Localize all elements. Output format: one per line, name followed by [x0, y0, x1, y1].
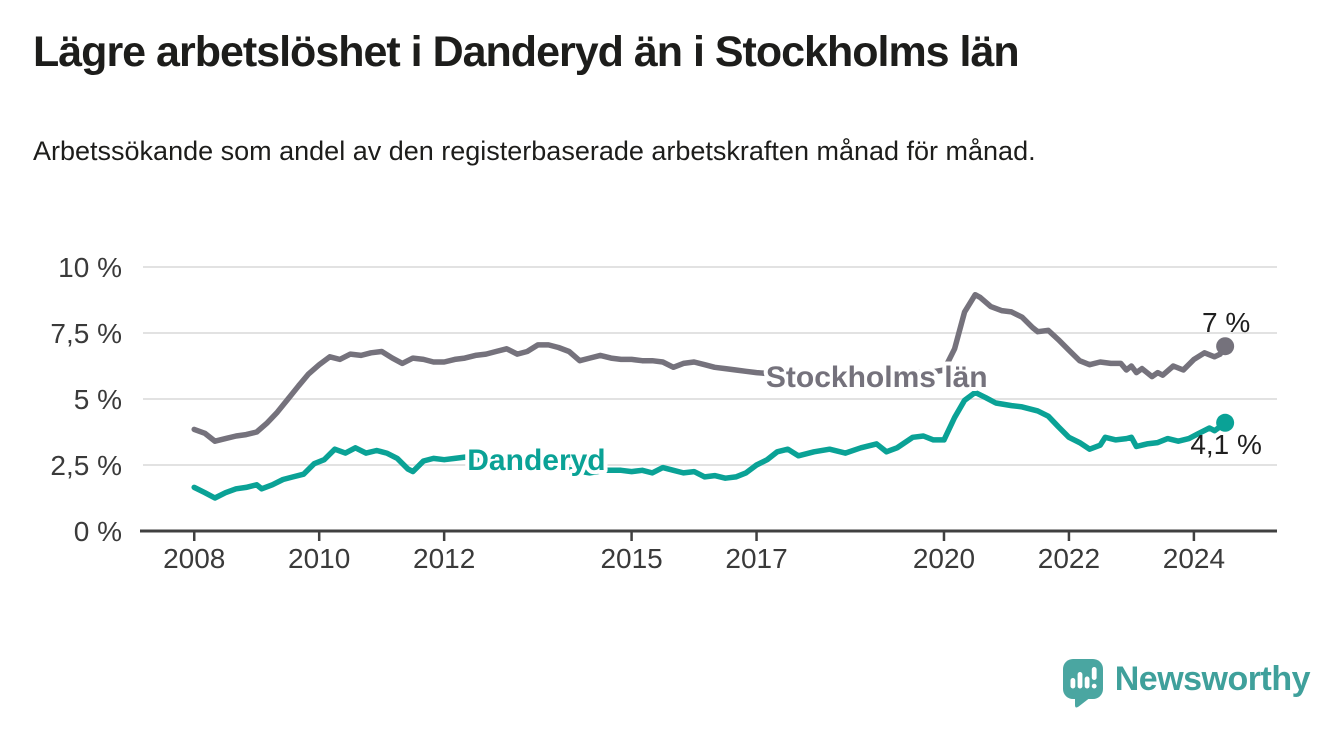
series-line-danderyd [191, 389, 1228, 501]
series-label-danderyd: Danderyd [467, 444, 605, 477]
x-tick-label: 2020 [913, 543, 975, 574]
x-tick-label: 2010 [288, 543, 350, 574]
end-dot-stockholms-l-n [1216, 337, 1235, 356]
newsworthy-bubble-chart-icon [1062, 659, 1103, 708]
chart-title: Lägre arbetslöshet i Danderyd än i Stock… [33, 28, 1020, 76]
end-dot-danderyd [1216, 413, 1235, 432]
x-tick-label: 2017 [725, 543, 787, 574]
y-tick-label: 7,5 % [50, 318, 122, 349]
x-tick-label: 2022 [1038, 543, 1100, 574]
chart-subtitle: Arbetssökande som andel av den registerb… [33, 136, 1036, 166]
x-tick-label: 2008 [163, 543, 225, 574]
x-tick-label: 2024 [1163, 543, 1225, 574]
x-tick-label: 2012 [413, 543, 475, 574]
end-value-label-danderyd: 4,1 % [1190, 429, 1262, 460]
x-tick-label: 2015 [600, 543, 662, 574]
y-tick-label: 2,5 % [50, 450, 122, 481]
series-line-stockholms-l-n [191, 291, 1228, 444]
newsworthy-logo: Newsworthy [1062, 658, 1311, 710]
series-label-stockholms-l-n: Stockholms län [766, 361, 988, 394]
end-value-label-stockholms-l-n: 7 % [1202, 307, 1250, 338]
newsworthy-logo-text: Newsworthy [1114, 660, 1311, 698]
y-tick-label: 0 % [74, 516, 122, 547]
y-tick-label: 10 % [58, 252, 122, 283]
y-tick-label: 5 % [74, 384, 122, 415]
